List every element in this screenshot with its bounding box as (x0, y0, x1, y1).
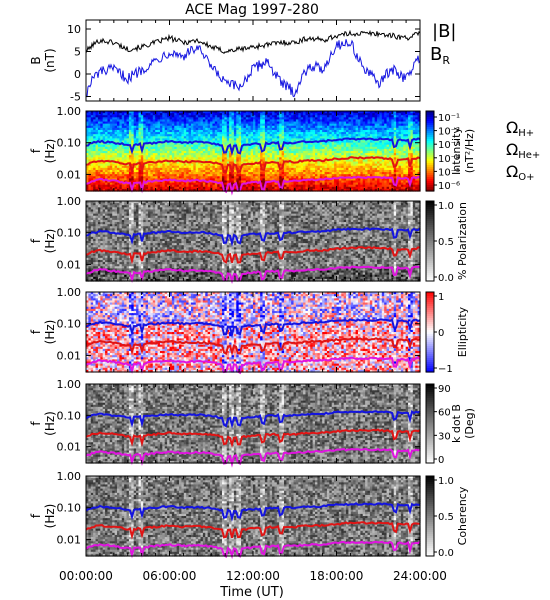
heatmap-cells (86, 111, 421, 192)
y-tick-label: 0.01 (57, 533, 82, 546)
colorbar-tick-label: 30 (438, 431, 451, 442)
colorbar-label: Intensity(nT²/Hz) (450, 127, 476, 175)
y-tick-label: 0.10 (57, 137, 82, 150)
y-tick-label: 0.01 (57, 441, 82, 454)
colorbar-tick-label: 0.0 (438, 548, 454, 559)
colorbar-tick-label: 1 (438, 292, 444, 303)
y-tick-label: 1.00 (57, 470, 82, 483)
y-tick-label: 0.10 (57, 227, 82, 240)
y-axis-label: f(Hz) (29, 411, 57, 436)
heatmap-cells (86, 384, 421, 464)
y-tick-label: 5 (74, 46, 81, 59)
x-tick-label: 24:00:00 (393, 569, 447, 583)
heatmap-cells (86, 201, 421, 282)
colorbar-tick-label: 1.0 (438, 476, 454, 487)
y-axis-label: f(Hz) (29, 504, 57, 529)
colorbar-tick-label: 0 (438, 328, 444, 339)
colorbar: 1.0 0.5 0.0% Polarization (426, 201, 469, 284)
colorbar-label: % Polarization (456, 202, 469, 280)
x-axis-label: Time (UT) (219, 585, 284, 600)
colorbar-tick-label: 90 (438, 384, 451, 395)
y-tick-label: 0.10 (57, 409, 82, 422)
y-tick-label: 1.00 (57, 195, 82, 208)
colorbar-tick-label: 0.5 (438, 512, 454, 523)
colorbar: 10⁻¹10⁻²10⁻³10⁻⁴10⁻⁵10⁻⁶Intensity(nT²/Hz… (426, 111, 476, 192)
colorbar-label: Ellipticity (456, 306, 469, 357)
colorbar: 90 60 30 0 k dot B(Deg) (426, 384, 476, 466)
colorbar-tick-label: 0 (438, 455, 444, 466)
colorbar-tick-label: 0.0 (438, 273, 454, 284)
colorbar-label: Coherency (456, 486, 469, 545)
y-tick-label: 1.00 (57, 105, 82, 118)
y-tick-label: 0.01 (57, 258, 82, 271)
y-tick-label: 0.01 (57, 349, 82, 362)
panel-1: 10 5 0 -5 |B|BR B(nT) (29, 20, 456, 104)
legend-b-radial: BR (430, 44, 450, 67)
gyrofrequency-legend-he-plus: ΩHe+ (506, 140, 540, 161)
panel-2: 1.00 0.10 0.01 10⁻¹10⁻²10⁻³10⁻⁴10⁻⁵10⁻⁶Inte… (29, 105, 540, 192)
panel-5: 1.00 0.10 0.01 90 60 30 0 k dot B(Deg) f(Hz) (29, 378, 476, 466)
y-tick-label: 0.10 (57, 318, 82, 331)
y-tick-label: 1.00 (57, 286, 82, 299)
y-tick-label: 1.00 (57, 378, 82, 391)
colorbar-tick-label: 0.5 (438, 237, 454, 248)
x-tick-label: 12:00:00 (226, 569, 280, 583)
colorbar-tick-label: 10⁻⁶ (438, 181, 460, 192)
y-tick-label: -5 (70, 91, 81, 104)
y-tick-label: 0.01 (57, 168, 82, 181)
y-axis-label: B(nT) (29, 48, 57, 72)
y-axis-label: f(Hz) (29, 139, 57, 164)
x-axis: 00:00:00 06:00:00 12:00:00 18:00:00 24:00:00 (59, 569, 447, 583)
colorbar-tick-label: −1 (438, 364, 453, 375)
colorbar-tick-label: 60 (438, 408, 451, 419)
colorbar-tick-label: 10⁻¹ (438, 113, 460, 124)
y-tick-label: 10 (67, 23, 81, 36)
heatmap-cells (86, 292, 421, 373)
panel-3: 1.00 0.10 0.01 1.0 0.5 0.0% Polarization f(Hz) (29, 195, 469, 284)
panels: 1050-5|B|BRB(nT)1.000.100.0110⁻¹10⁻²10⁻³… (29, 20, 540, 559)
x-tick-label: 06:00:00 (143, 569, 197, 583)
heatmap-cells (86, 476, 421, 557)
chart-title: ACE Mag 1997-280 (185, 2, 319, 18)
gyrofrequency-legend-o-plus: ΩO+ (506, 162, 534, 183)
y-tick-label: 0 (74, 68, 81, 81)
y-tick-label: 0.10 (57, 502, 82, 515)
legend-b-magnitude: |B| (432, 21, 456, 42)
y-axis-label: f(Hz) (29, 229, 57, 254)
series-line-b-magnitude (86, 31, 420, 53)
gyrofrequency-legend-h-plus: ΩH+ (506, 118, 534, 139)
colorbar-tick-label: 1.0 (438, 201, 454, 212)
x-tick-label: 18:00:00 (310, 569, 364, 583)
y-axis-label: f(Hz) (29, 320, 57, 345)
x-tick-label: 00:00:00 (59, 569, 113, 583)
colorbar-label: k dot B(Deg) (450, 404, 476, 443)
